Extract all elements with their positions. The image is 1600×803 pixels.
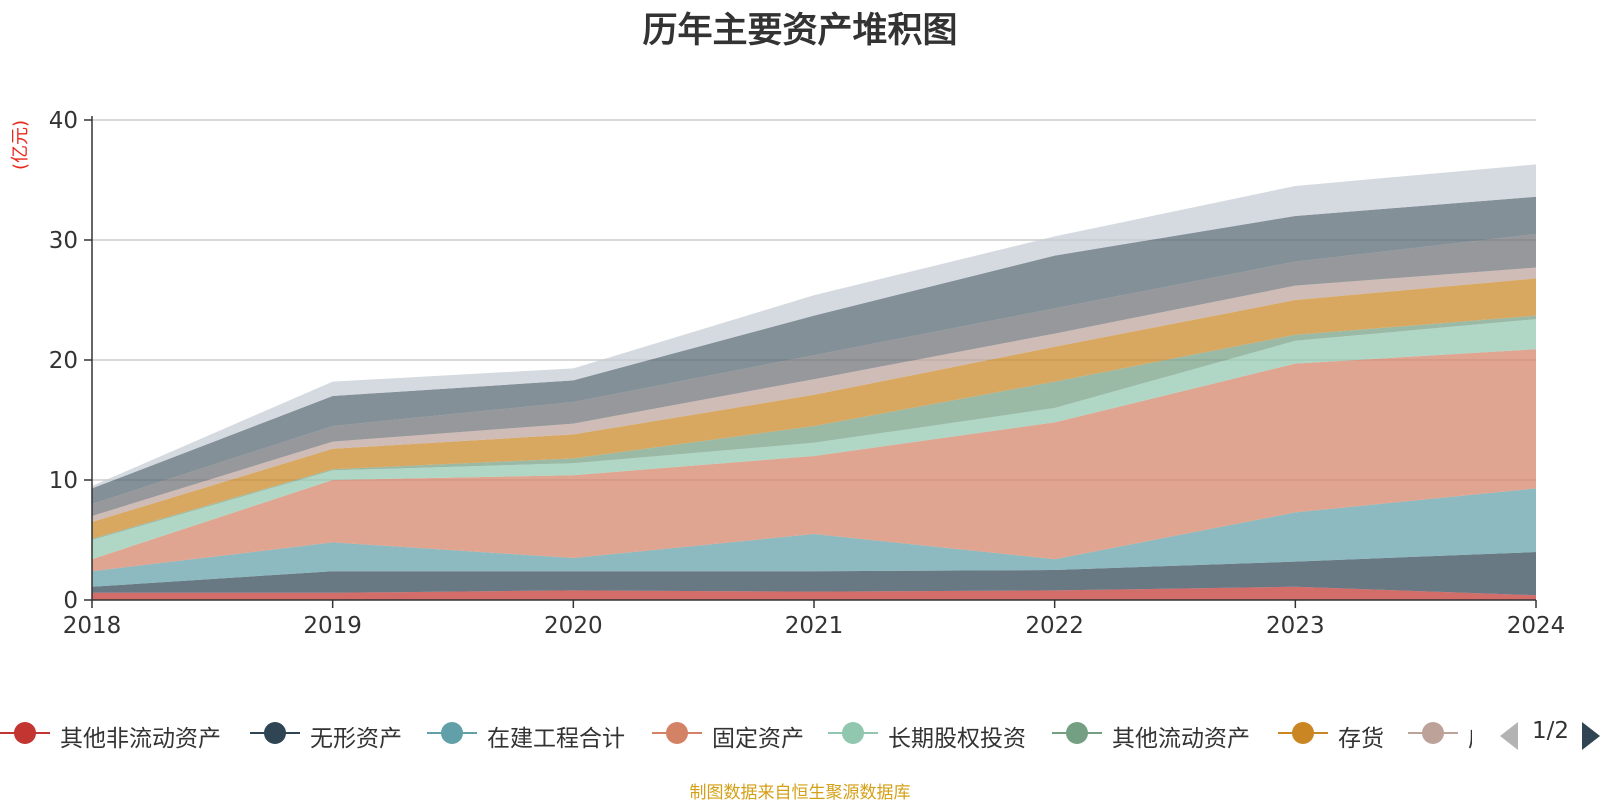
x-tick-label: 2024 bbox=[1507, 613, 1566, 639]
legend-label: 其他流动资产 bbox=[1112, 726, 1250, 752]
legend-label: 长期股权投资 bbox=[888, 726, 1026, 752]
legend: 其他非流动资产无形资产在建工程合计固定资产长期股权投资其他流动资产存货应收账款 … bbox=[0, 714, 1600, 754]
legend-items: 其他非流动资产 无形资产 在建工程合计 固定资产 长期股权投资 其他流动资产 存货 应收账款 bbox=[0, 714, 1472, 754]
area-series[interactable] bbox=[92, 552, 1536, 596]
area-series[interactable] bbox=[92, 234, 1536, 516]
y-tick-label: 20 bbox=[49, 348, 78, 374]
legend-dot-marker bbox=[1066, 722, 1088, 744]
legend-dot-marker bbox=[1292, 722, 1314, 744]
x-tick-label: 2019 bbox=[303, 613, 362, 639]
x-tick-label: 2018 bbox=[63, 613, 122, 639]
area-series[interactable] bbox=[92, 278, 1536, 539]
stacked-areas bbox=[92, 164, 1536, 600]
y-tick-label: 30 bbox=[49, 228, 78, 254]
legend-label: 固定资产 bbox=[712, 726, 804, 752]
legend-next-page-icon[interactable] bbox=[1582, 722, 1600, 750]
data-source-note: 制图数据来自恒生聚源数据库 bbox=[689, 783, 911, 803]
legend-dot-marker bbox=[14, 722, 36, 744]
area-series[interactable] bbox=[92, 349, 1536, 572]
x-tick-label: 2020 bbox=[544, 613, 603, 639]
x-tick-label: 2021 bbox=[785, 613, 844, 639]
legend-dot-marker bbox=[441, 722, 463, 744]
area-series[interactable] bbox=[92, 315, 1536, 540]
area-series[interactable] bbox=[92, 164, 1536, 489]
legend-label: 应收账款 bbox=[1468, 719, 1472, 753]
legend-page-indicator: 1/2 bbox=[1532, 718, 1570, 744]
y-tick-label: 10 bbox=[49, 468, 78, 494]
legend-prev-page-icon[interactable] bbox=[1500, 722, 1518, 750]
legend-label: 无形资产 bbox=[310, 726, 402, 752]
area-series[interactable] bbox=[92, 319, 1536, 560]
legend-dot-marker bbox=[264, 722, 286, 744]
x-tick-label: 2022 bbox=[1025, 613, 1084, 639]
x-tick-label: 2023 bbox=[1266, 613, 1325, 639]
area-series[interactable] bbox=[92, 488, 1536, 587]
legend-dot-marker bbox=[842, 722, 864, 744]
chart-title: 历年主要资产堆积图 bbox=[642, 11, 958, 51]
area-series[interactable] bbox=[92, 586, 1536, 600]
legend-label: 在建工程合计 bbox=[487, 726, 625, 752]
y-tick-label: 0 bbox=[63, 588, 78, 614]
legend-label: 存货 bbox=[1338, 726, 1384, 752]
area-series[interactable] bbox=[92, 267, 1536, 522]
y-axis-unit-label: (亿元) bbox=[10, 120, 31, 170]
axes: 0 10 20 30 40 2018 2019 2020 2021 2022 2023 2024 bbox=[49, 108, 1566, 639]
legend-dot-marker bbox=[1422, 722, 1444, 744]
legend-dot-marker bbox=[666, 722, 688, 744]
y-tick-label: 40 bbox=[49, 108, 78, 134]
area-series[interactable] bbox=[92, 196, 1536, 505]
legend-label: 其他非流动资产 bbox=[60, 726, 221, 752]
